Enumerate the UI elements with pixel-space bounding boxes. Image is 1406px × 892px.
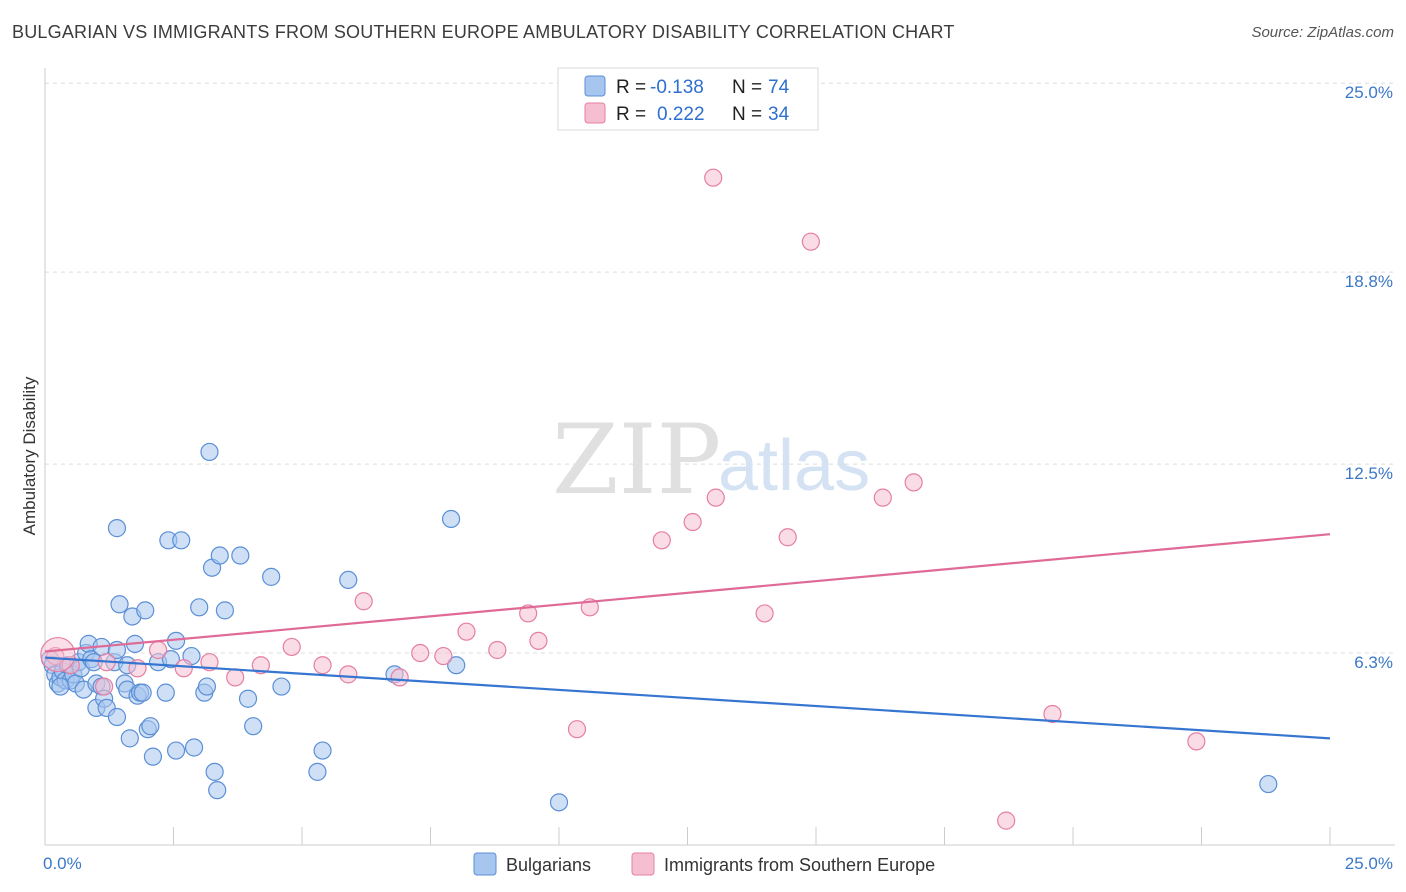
y-tick-label-0: 6.3% <box>1354 653 1393 672</box>
point-s1-13 <box>354 592 373 611</box>
trend-line-1 <box>44 533 1331 653</box>
trend-line-0 <box>44 656 1331 740</box>
legend-r-value-1: 0.222 <box>657 104 705 125</box>
watermark-zip: ZIP <box>552 404 721 516</box>
point-s1-12 <box>339 665 358 684</box>
point-s0-71 <box>549 793 569 812</box>
y-tick-label-1: 12.5% <box>1345 464 1393 483</box>
point-s0-61 <box>238 689 258 708</box>
point-s1-3 <box>95 677 114 696</box>
bottom-legend-swatch-immigrants <box>631 852 655 876</box>
y-axis-label: Ambulatory Disability <box>20 376 39 535</box>
point-s0-65 <box>308 762 327 781</box>
tick-labels: 6.3% 12.5% 18.8% 25.0% 0.0% 25.0% <box>43 83 1393 873</box>
watermark: ZIP atlas <box>552 404 870 516</box>
legend-n-label-0: N = <box>732 77 762 98</box>
x-tick-label-0: 0.0% <box>43 854 82 873</box>
point-s0-72 <box>1259 774 1278 794</box>
point-s0-48 <box>172 531 191 550</box>
point-s0-26 <box>107 707 127 727</box>
point-s0-60 <box>231 546 250 565</box>
point-s0-37 <box>133 683 152 702</box>
legend-n-value-0: 74 <box>768 77 790 98</box>
point-s0-27 <box>107 519 127 538</box>
legend-r-label-1: R = <box>616 104 646 125</box>
axes <box>44 68 1395 846</box>
point-s0-63 <box>262 567 281 586</box>
point-s1-18 <box>488 640 507 660</box>
point-s1-30 <box>873 488 892 507</box>
point-s1-9 <box>251 656 270 675</box>
bottom-legend-swatch-bulgarians <box>473 852 497 876</box>
source-label: Source: ZipAtlas.com <box>1251 24 1394 41</box>
point-s0-57 <box>208 781 227 800</box>
x-tick-label-1: 25.0% <box>1345 854 1393 873</box>
point-s1-16 <box>434 646 453 666</box>
point-s0-70 <box>447 656 466 675</box>
point-s0-45 <box>161 650 181 669</box>
watermark-atlas: atlas <box>718 426 870 506</box>
point-s0-69 <box>441 509 461 529</box>
point-s1-33 <box>1043 704 1062 724</box>
point-s0-43 <box>156 683 175 702</box>
point-s0-41 <box>143 747 163 766</box>
y-tick-label-3: 25.0% <box>1345 83 1393 102</box>
point-s0-67 <box>339 570 358 590</box>
point-s1-20 <box>529 631 548 650</box>
point-s1-31 <box>904 473 923 492</box>
point-s1-17 <box>457 622 476 641</box>
point-s1-5 <box>148 640 168 660</box>
point-s0-62 <box>244 717 263 736</box>
point-s1-21 <box>567 720 587 739</box>
point-s0-64 <box>272 677 291 696</box>
point-s0-46 <box>166 741 186 760</box>
legend-n-label-1: N = <box>732 104 762 125</box>
point-s1-14 <box>390 668 409 687</box>
point-s1-8 <box>226 668 245 687</box>
point-s1-24 <box>683 512 702 532</box>
point-s1-29 <box>801 232 820 251</box>
bottom-legend: Bulgarians Immigrants from Southern Euro… <box>473 852 935 876</box>
legend: R = -0.138 N = 74 R = 0.222 N = 34 <box>557 67 819 131</box>
point-s1-25 <box>704 168 723 187</box>
point-s1-28 <box>778 528 797 547</box>
bottom-legend-label-bulgarians: Bulgarians <box>506 855 591 875</box>
y-tick-label-2: 18.8% <box>1345 272 1393 291</box>
point-s0-73 <box>51 677 70 696</box>
point-s0-50 <box>184 738 204 757</box>
point-s0-51 <box>190 598 209 617</box>
point-s1-34 <box>1187 732 1206 751</box>
trend-lines <box>44 533 1331 740</box>
point-s1-19 <box>519 604 538 623</box>
point-s0-56 <box>205 762 224 781</box>
point-s1-15 <box>411 643 430 663</box>
point-s0-53 <box>197 677 217 696</box>
legend-swatch-bulgarians <box>584 75 606 97</box>
point-s0-38 <box>136 601 155 620</box>
point-s0-58 <box>210 546 229 565</box>
legend-n-value-1: 34 <box>768 104 790 125</box>
point-s0-59 <box>215 601 234 620</box>
gridlines <box>45 82 1395 654</box>
legend-swatch-immigrants <box>584 102 606 124</box>
point-s0-28 <box>110 595 129 614</box>
point-s1-6 <box>174 659 193 678</box>
point-s1-7 <box>200 653 219 672</box>
point-s0-40 <box>141 717 160 736</box>
point-s0-66 <box>313 741 332 760</box>
chart-title: BULGARIAN VS IMMIGRANTS FROM SOUTHERN EU… <box>12 22 955 42</box>
point-s1-27 <box>755 604 774 623</box>
point-s0-54 <box>200 442 219 462</box>
point-s1-26 <box>706 488 725 507</box>
point-s1-23 <box>652 531 671 550</box>
point-s0-32 <box>120 729 139 748</box>
point-s1-32 <box>997 811 1016 830</box>
bottom-legend-label-immigrants: Immigrants from Southern Europe <box>664 855 935 875</box>
legend-r-label-0: R = <box>616 77 646 98</box>
point-s1-11 <box>313 656 332 675</box>
point-cluster-immigrants <box>40 636 76 673</box>
legend-r-value-0: -0.138 <box>650 77 704 98</box>
point-s1-10 <box>282 637 301 657</box>
